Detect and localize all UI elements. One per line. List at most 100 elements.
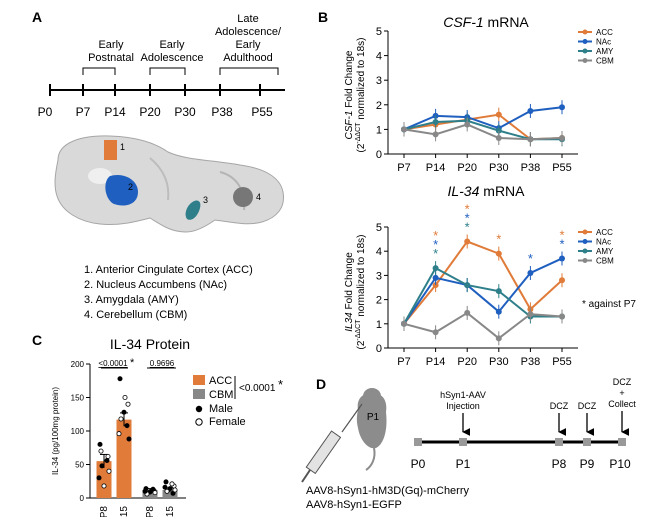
panel-b-letter: B	[318, 9, 328, 25]
il34-legend-marker-acc	[582, 229, 588, 235]
protein-x-tick-label: P15	[119, 506, 130, 517]
day-p1: P1	[456, 457, 471, 471]
csf1-point-nac	[527, 107, 534, 114]
legend-female-marker	[195, 418, 203, 426]
csf1-x-tick-label: P55	[552, 162, 572, 174]
csf1-y-tick-label: 1	[376, 124, 382, 136]
day-p8: P8	[552, 457, 567, 471]
male-data-point	[99, 463, 105, 469]
acc-p-value: <0.0001	[98, 359, 128, 368]
region-legend-acc: 1. Anterior Cingulate Cortex (ACC)	[84, 264, 253, 276]
stage-label-adulthood: Adulthood	[223, 52, 273, 64]
legend-male-marker	[195, 405, 203, 413]
il34-x-tick-label: P7	[397, 356, 410, 368]
il34-x-tick-label: P38	[521, 356, 541, 368]
cbm-p-value: 0.9696	[150, 359, 175, 368]
protein-y-tick-label: 100	[71, 427, 85, 436]
legend-cbm-label: CBM	[209, 389, 233, 401]
il34-sig-star-nac: *	[559, 236, 564, 251]
protein-y-tick-label: 0	[80, 494, 85, 503]
il34-legend-label-nac: NAc	[596, 238, 611, 247]
timepoint-p55: P55	[251, 105, 273, 119]
csf1-point-cbm	[559, 135, 565, 142]
nac-region	[105, 174, 138, 206]
csf1-y-axis-label-2: (2-ΔΔCT normalized to 18s)	[355, 38, 367, 153]
group-p-value: <0.0001	[239, 383, 276, 394]
csf1-point-cbm	[401, 126, 407, 133]
il34-sig-star-nac: *	[528, 251, 533, 266]
il34-chart-title: IL-34 mRNA	[447, 183, 525, 199]
female-data-point	[169, 481, 175, 487]
il34-sig-star-amy: *	[465, 220, 470, 235]
female-data-point	[172, 487, 178, 493]
il34-sig-star-amy: *	[433, 246, 438, 261]
csf1-point-cbm	[495, 135, 502, 142]
il34-point-acc	[495, 250, 502, 257]
protein-bar-cbm-p15	[162, 489, 178, 498]
il34-point-amy	[464, 282, 471, 289]
csf1-y-tick-label: 2	[376, 100, 382, 112]
amy-region	[185, 200, 201, 220]
csf1-legend-label-acc: ACC	[596, 28, 613, 37]
brain-ventricle	[88, 168, 112, 184]
il34-sig-star-acc: *	[496, 232, 501, 247]
il34-legend-label-amy: AMY	[596, 247, 614, 256]
il34-sig-star-nac: *	[433, 237, 438, 252]
il34-y-tick-label: 2	[376, 295, 382, 307]
male-data-point	[124, 423, 130, 429]
significance-note: * against P7	[582, 299, 636, 310]
csf1-legend-marker-amy	[582, 48, 588, 54]
day-p9: P9	[580, 457, 595, 471]
region-marker-2: 2	[128, 182, 133, 192]
csf1-point-acc	[495, 111, 502, 118]
stage-brackets	[82, 67, 279, 75]
il34-point-acc	[464, 238, 471, 245]
csf1-point-cbm	[432, 131, 439, 138]
male-data-point	[97, 441, 103, 447]
timepoint-p30: P30	[174, 105, 196, 119]
il34-point-nac	[559, 255, 565, 262]
il34-x-tick-label: P30	[489, 356, 509, 368]
il34-point-cbm	[527, 311, 534, 318]
region-marker-1: 1	[120, 142, 125, 152]
il34-y-tick-label: 3	[376, 270, 382, 282]
female-data-point	[105, 453, 111, 459]
il34-sig-star-acc: *	[559, 227, 564, 242]
region-legend-cbm: 4. Cerebellum (CBM)	[84, 309, 187, 321]
region-legend-nac: 2. Nucleus Accumbens (NAc)	[84, 279, 227, 291]
event-arrows	[462, 411, 630, 436]
event-aav-line2: Injection	[446, 401, 480, 411]
event-dcz-p10: DCZ	[613, 377, 632, 387]
protein-y-tick-label: 50	[75, 461, 84, 470]
il34-legend-label-cbm: CBM	[596, 257, 614, 266]
il34-point-acc	[432, 282, 439, 289]
male-data-point	[96, 475, 102, 481]
female-data-point	[164, 488, 170, 494]
csf1-x-tick-label: P20	[457, 162, 477, 174]
day-p0: P0	[411, 457, 426, 471]
csf1-legend-marker-nac	[582, 39, 588, 44]
csf1-y-axis-label: CSF-1 Fold Change	[344, 50, 355, 139]
protein-legend: ACC CBM <0.0001 * Male Female	[193, 375, 283, 428]
female-data-point	[98, 448, 104, 454]
csf1-y-tick-label: 0	[376, 149, 382, 161]
il34-legend-label-acc: ACC	[596, 228, 613, 237]
il34-y-axis-label-2: (2-ΔΔCT normalized to 18s)	[355, 235, 367, 350]
il34-series-acc	[403, 240, 563, 325]
csf1-point-amy	[495, 127, 502, 134]
male-data-point	[121, 409, 127, 415]
event-aav-line1: hSyn1-AAV	[440, 390, 486, 400]
csf1-point-cbm	[527, 136, 534, 143]
stage-label-adolescence: Adolescence	[141, 52, 204, 64]
il34-point-cbm	[559, 313, 565, 320]
il34-sig-star-acc: *	[465, 202, 470, 217]
female-data-point	[116, 431, 122, 437]
protein-bar-chart: 0 50 100 150 200 P8 P15 P8 P15	[71, 360, 186, 517]
region-legend-amy: 3. Amygdala (AMY)	[84, 294, 179, 306]
protein-y-axis-label: IL-34 (pg/100mg protein)	[51, 387, 60, 475]
il34-point-cbm	[495, 335, 502, 342]
pup-head	[363, 388, 381, 404]
il34-y-tick-label: 1	[376, 319, 382, 331]
